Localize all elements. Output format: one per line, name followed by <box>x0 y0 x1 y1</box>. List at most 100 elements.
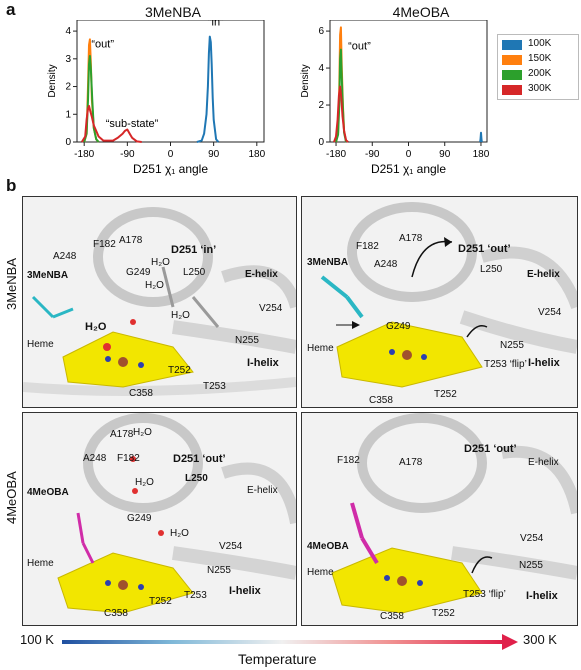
x-tick-label: -180 <box>74 149 94 160</box>
structure-label: 4MeOBA <box>307 541 349 552</box>
y-tick-label: 0 <box>318 137 324 148</box>
structure-label: G249 <box>127 513 152 524</box>
structure-label: N255 <box>519 560 543 571</box>
chart-annotation: “out” <box>348 41 371 53</box>
structure-label: T252 <box>149 596 172 607</box>
panel-b-label: b <box>6 176 17 195</box>
structure-label: L250 <box>480 264 503 275</box>
structure-label: F182 <box>117 453 140 464</box>
x-tick-label: -90 <box>120 149 135 160</box>
structure-label: C358 <box>380 611 404 622</box>
legend-label-300k: 300K <box>528 83 552 94</box>
structure-label: E-helix <box>247 485 278 496</box>
chart-title-4meoba: 4MeOBA <box>392 4 450 20</box>
x-tick-label: 90 <box>439 149 451 160</box>
structure-label: F182 <box>93 239 116 250</box>
y-tick-label: 2 <box>318 100 324 111</box>
legend-label-150k: 150K <box>528 53 552 64</box>
chart-annotation: “sub-state” <box>106 118 159 130</box>
x-tick-label: 0 <box>168 149 174 160</box>
structure-label: D251 ‘out’ <box>464 443 517 455</box>
structure-label: T253 <box>184 590 207 601</box>
y-tick-label: 0 <box>65 137 71 148</box>
structure-label: I-helix <box>229 585 261 597</box>
structure-label: E-helix <box>245 269 278 280</box>
temperature-gradient-bar <box>62 640 502 644</box>
structure-label: N255 <box>500 340 524 351</box>
structure-label: D251 ‘out’ <box>173 453 226 465</box>
temperature-arrowhead <box>502 634 518 650</box>
y-tick-label: 2 <box>65 82 71 93</box>
structure-label: H₂O <box>135 477 154 488</box>
structure-label: T252 <box>168 365 191 376</box>
structure-label: T253 ‘flip’ <box>484 359 527 370</box>
structure-panel-3menba-100k: A248 F182 A178 D251 ‘in’ G249 H₂O H₂O L2… <box>22 196 297 408</box>
structure-panel-4meoba-100k: A178 H₂O A248 F182 D251 ‘out’ 4MeOBA H₂O… <box>22 412 297 626</box>
structure-label: V254 <box>538 307 562 318</box>
legend-swatch-100k <box>502 40 522 50</box>
y-tick-label: 3 <box>65 54 71 65</box>
legend-swatch-150k <box>502 55 522 65</box>
structure-label: A178 <box>110 429 134 440</box>
series-line-100k <box>196 35 220 143</box>
x-tick-label: -180 <box>326 149 346 160</box>
row-label-3menba: 3MeNBA <box>4 257 19 310</box>
chart-annotation: “out” <box>91 39 114 51</box>
series-line-300k <box>80 105 142 143</box>
structure-label: T252 <box>432 608 455 619</box>
structure-label: Heme <box>27 558 54 569</box>
structure-label: 3MeNBA <box>27 270 69 281</box>
structure-panel-3menba-300k: F182 A178 D251 ‘out’ 3MeNBA A248 L250 E-… <box>301 196 578 408</box>
structure-label: C358 <box>104 608 128 619</box>
structure-label: A248 <box>374 259 398 270</box>
row-label-4meoba: 4MeOBA <box>4 471 19 524</box>
structure-label: N255 <box>207 565 231 576</box>
temperature-low-label: 100 K <box>20 632 54 647</box>
structure-render <box>331 413 577 614</box>
y-axis-label: Density <box>300 64 311 97</box>
x-tick-label: 0 <box>406 149 412 160</box>
structure-label: T253 <box>203 381 226 392</box>
y-tick-label: 4 <box>318 63 324 74</box>
temperature-high-label: 300 K <box>523 632 557 647</box>
structure-label: Heme <box>27 339 54 350</box>
structure-label: D251 ‘out’ <box>458 243 511 255</box>
structure-label: V254 <box>259 303 283 314</box>
legend: 100K 150K 200K 300K <box>497 34 579 100</box>
series-line-100k <box>479 131 483 143</box>
density-chart-3menba: -180 -90 0 90 180 0 1 2 3 4 Density D251 χ₁ angle “o… <box>47 20 266 176</box>
y-tick-label: 4 <box>65 26 71 37</box>
structure-label: H₂O <box>170 528 189 539</box>
x-tick-label: 180 <box>473 149 490 160</box>
structure-label: A178 <box>399 233 423 244</box>
structure-label: Heme <box>307 343 334 354</box>
structure-label: I-helix <box>528 357 560 369</box>
structure-label: G249 <box>126 267 151 278</box>
structure-label: A178 <box>399 457 423 468</box>
panel-a-label: a <box>6 0 16 19</box>
structure-label: V254 <box>520 533 544 544</box>
x-tick-label: -90 <box>365 149 380 160</box>
y-tick-label: 6 <box>318 26 324 37</box>
structure-label: A248 <box>53 251 77 262</box>
structure-label: T252 <box>434 389 457 400</box>
plot-frame <box>329 20 488 143</box>
legend-label-100k: 100K <box>528 38 552 49</box>
structure-label: I-helix <box>526 590 558 602</box>
structure-label: H₂O <box>85 321 107 333</box>
structure-label: F182 <box>356 241 379 252</box>
structure-label: H₂O <box>145 280 164 291</box>
structure-label: I-helix <box>247 357 279 369</box>
structure-label: N255 <box>235 335 259 346</box>
density-chart-4meoba: -180 -90 0 90 180 0 2 4 6 Density D251 χ₁ angle “ou… <box>300 20 490 176</box>
chart-title-3menba: 3MeNBA <box>144 4 202 20</box>
structure-label: L250 <box>185 473 208 484</box>
structure-label: Heme <box>307 567 334 578</box>
x-axis-label: D251 χ₁ angle <box>371 162 446 176</box>
chart-annotation: “in” <box>208 20 224 29</box>
temperature-axis-label: Temperature <box>238 651 317 667</box>
structure-label: H₂O <box>133 427 152 438</box>
structure-label: F182 <box>337 455 360 466</box>
y-tick-label: 1 <box>65 109 71 120</box>
structure-render <box>23 207 296 396</box>
